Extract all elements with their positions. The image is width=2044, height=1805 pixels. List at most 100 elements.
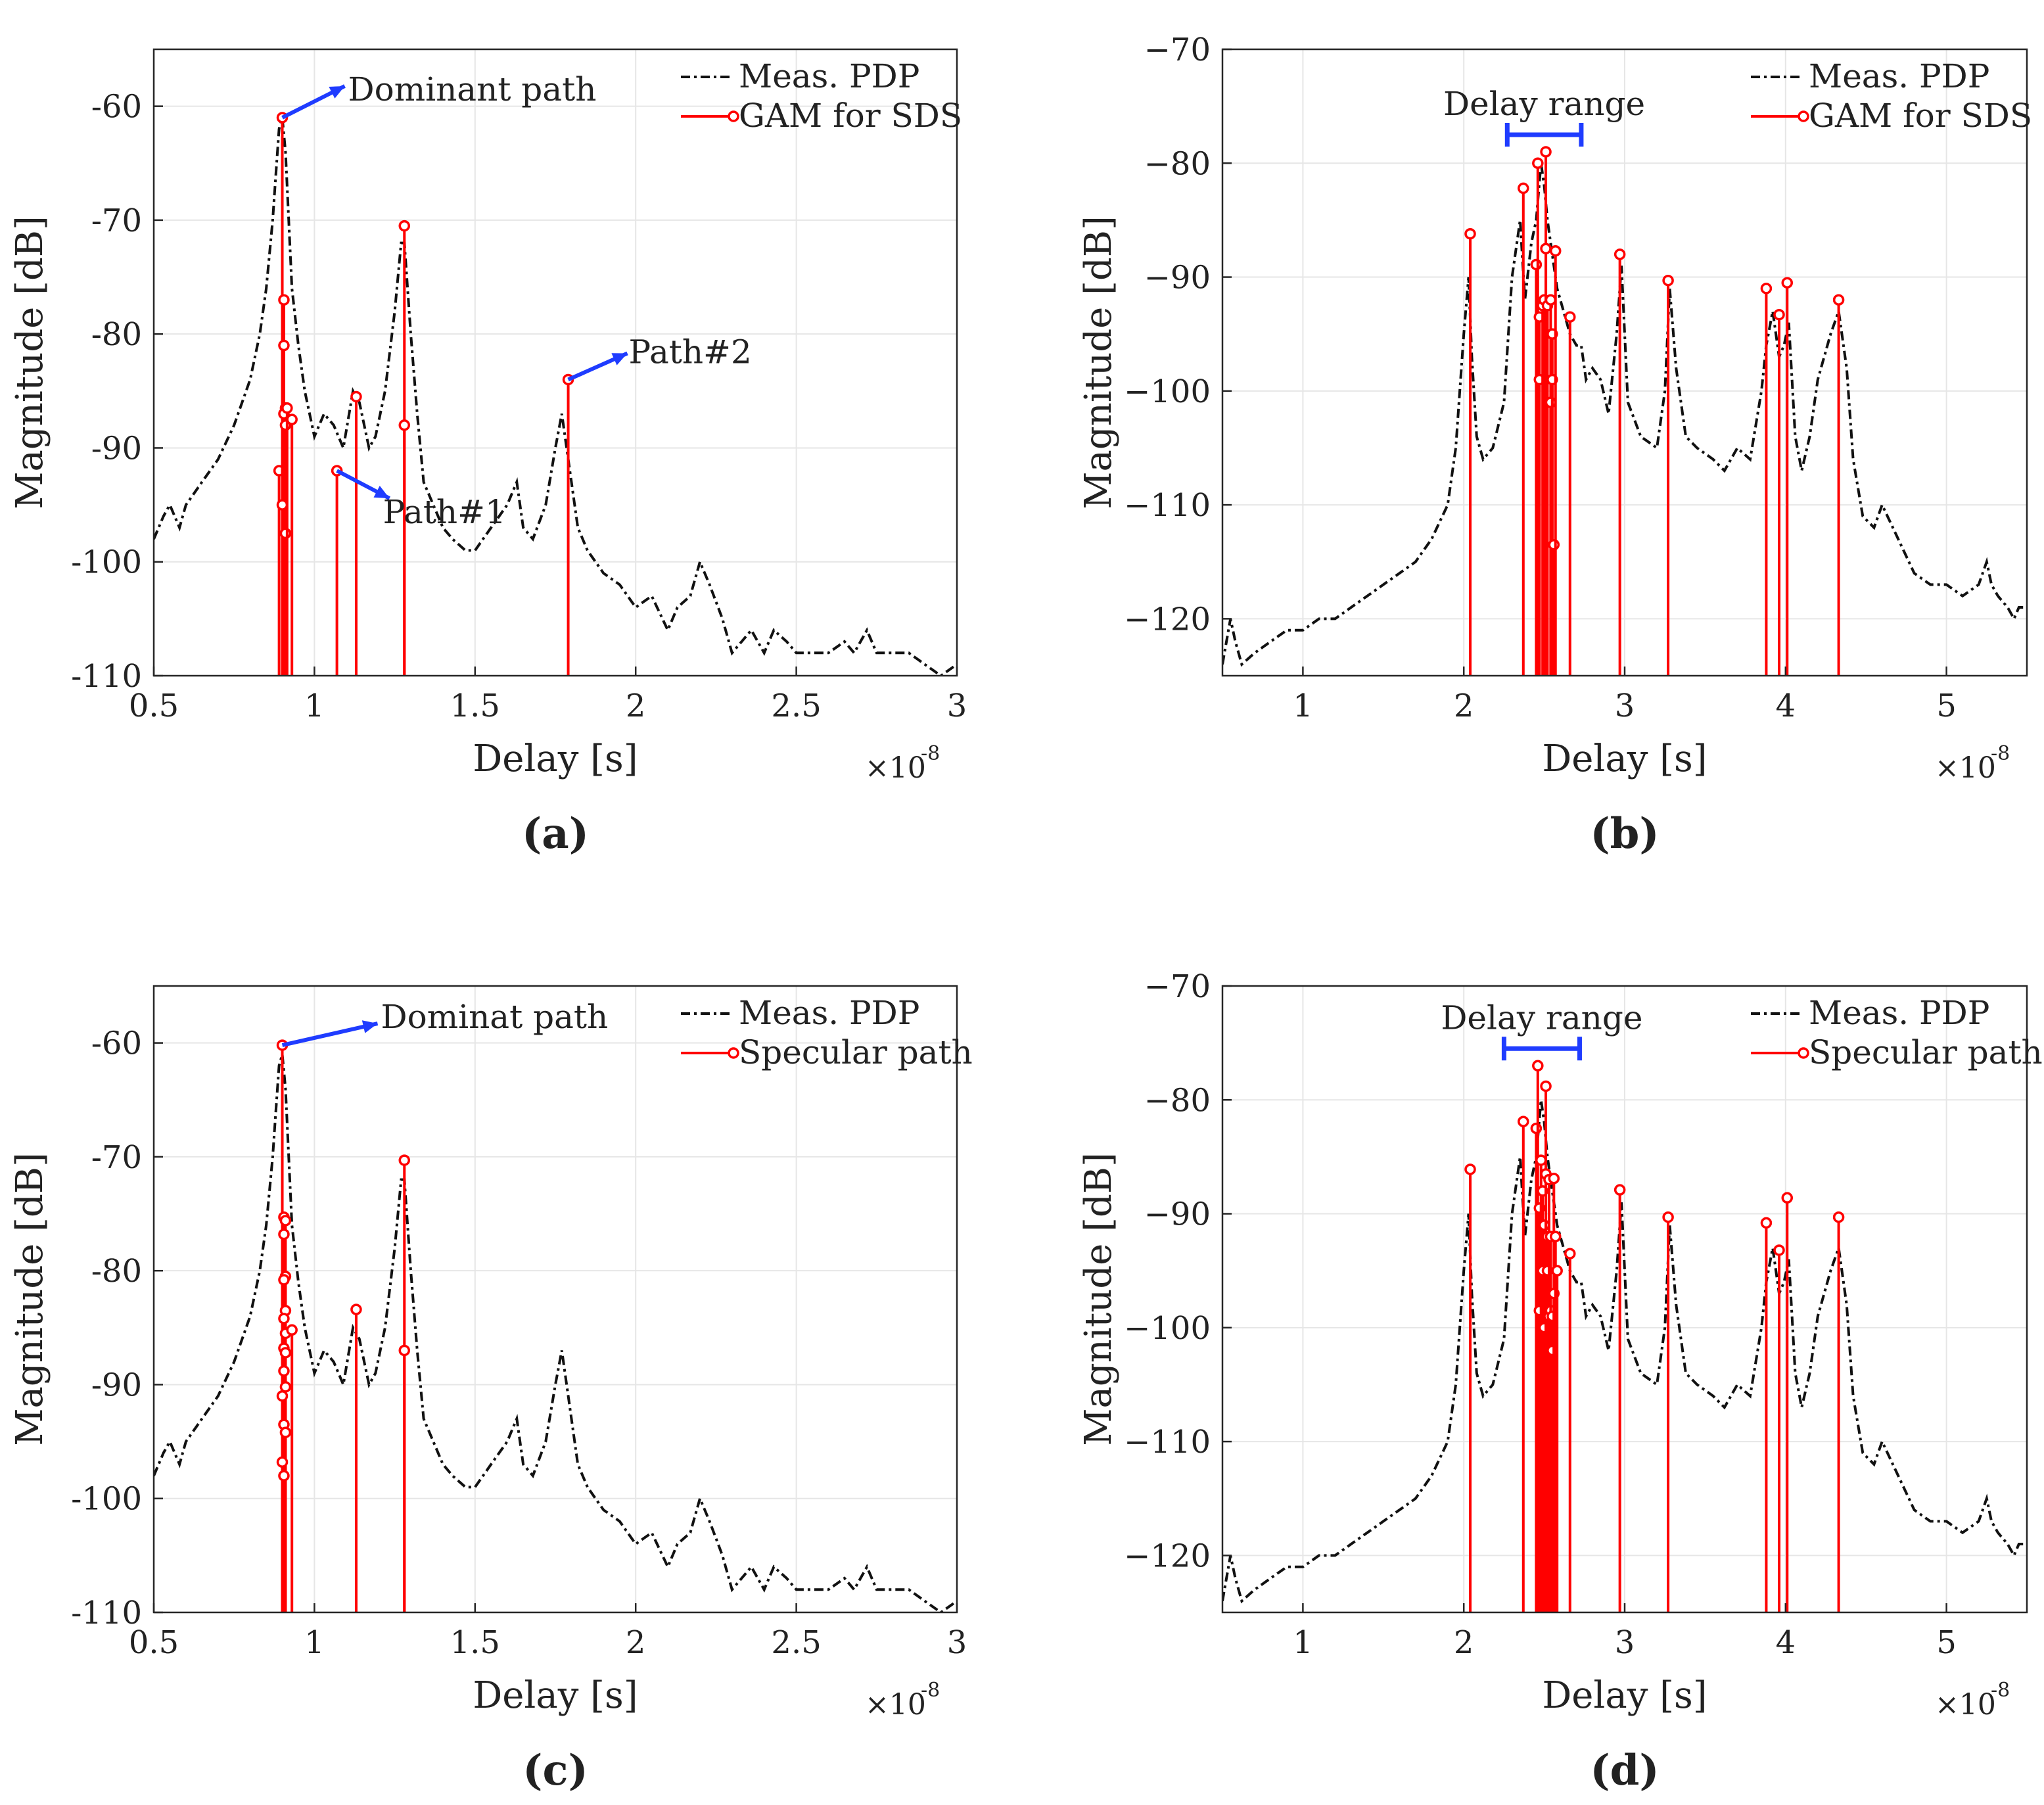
x-tick-label: 2: [626, 688, 646, 724]
stem-marker: [276, 1456, 289, 1468]
stem-marker: [279, 1215, 292, 1227]
stem-marker: [286, 1324, 298, 1336]
x-exponent-label: ×10: [865, 751, 926, 785]
legend-stem-marker: [1798, 1047, 1809, 1059]
plot-area: [154, 49, 957, 676]
stem-marker: [398, 419, 411, 431]
axes-box: [152, 985, 958, 1614]
y-tick-label: −80: [1144, 1082, 1211, 1119]
stem-marker: [278, 1365, 290, 1377]
y-tick-label: −100: [1124, 1310, 1211, 1347]
x-tick-label: 4: [1776, 1624, 1796, 1661]
stem-marker: [1549, 1231, 1562, 1242]
legend-entry-stem: GAM for SDS: [1809, 97, 2032, 135]
stem-marker: [278, 1470, 290, 1482]
y-axis-label: Magnitude [dB]: [9, 216, 51, 509]
stem-marker: [398, 1344, 411, 1357]
y-tick-label: -80: [91, 1253, 142, 1290]
x-exponent-label: ×10: [1935, 1688, 1996, 1722]
legend-entry-stem: Specular path: [1809, 1033, 2043, 1071]
x-tick-label: 1: [304, 688, 325, 724]
legend-entry-pdp: Meas. PDP: [1809, 57, 1989, 95]
x-tick-label: 0.5: [129, 1624, 179, 1661]
y-tick-label: -60: [91, 1025, 142, 1062]
data-layer: [1222, 1060, 2027, 1612]
stem-marker: [1545, 396, 1557, 408]
x-tick-label: 3: [947, 1624, 967, 1661]
stem-marker: [1540, 243, 1552, 254]
panel-label: (a): [522, 809, 589, 858]
y-tick-label: −80: [1144, 145, 1211, 182]
axes-box: [152, 48, 958, 677]
legend-entry-pdp: Meas. PDP: [739, 57, 919, 95]
x-tick-label: 5: [1936, 1624, 1957, 1661]
stem-marker: [276, 499, 289, 511]
panel-label: (d): [1590, 1746, 1659, 1795]
annotation-arrowhead: [361, 1020, 378, 1033]
stem-marker: [279, 527, 292, 540]
x-tick-label: 1.5: [450, 1624, 500, 1661]
stem-marker: [1781, 277, 1793, 289]
y-tick-label: -110: [71, 658, 142, 695]
stem-marker: [1773, 1244, 1785, 1256]
stem-marker: [1540, 1080, 1552, 1092]
x-exponent-power: -8: [921, 742, 940, 765]
data-layer: [1222, 146, 2027, 676]
x-axis-label: Delay [s]: [1542, 1674, 1707, 1717]
x-axis-label: Delay [s]: [1542, 738, 1707, 780]
x-tick-label: 1: [1293, 688, 1313, 724]
annotation-arrowhead: [329, 85, 345, 99]
x-axis-label: Delay [s]: [473, 738, 638, 780]
y-tick-label: −90: [1144, 1196, 1211, 1233]
annotation-arrowhead: [611, 353, 628, 365]
x-tick-label: 3: [1615, 688, 1635, 724]
pdp-series-line: [1222, 1100, 2027, 1604]
annotation-label: Dominant path: [348, 70, 597, 108]
stem-marker: [1530, 258, 1543, 271]
y-tick-label: −110: [1124, 1424, 1211, 1461]
stem-marker: [1832, 1211, 1845, 1223]
y-tick-label: -60: [91, 89, 142, 126]
legend-stem-marker: [1798, 110, 1809, 122]
stem-marker: [398, 220, 411, 232]
stem-marker: [278, 339, 290, 352]
panel-b: 1 2 3 4 5 −120 −110 −100 −90 −80 −70 Delay [s] Magni…: [1077, 32, 2032, 858]
x-tick-label: 1: [1293, 1624, 1313, 1661]
y-tick-label: −90: [1144, 260, 1211, 296]
stem-marker: [1545, 294, 1557, 306]
panel-d: 1 2 3 4 5 −120 −110 −100 −90 −80 −70 Delay [s] Magni…: [1077, 968, 2043, 1795]
x-tick-label: 1.5: [450, 688, 500, 724]
y-axis-label: Magnitude [dB]: [9, 1152, 51, 1446]
y-tick-label: −70: [1144, 32, 1211, 68]
x-axis-label: Delay [s]: [473, 1674, 638, 1717]
y-tick-label: −100: [1124, 373, 1211, 410]
delay-range-label: Delay range: [1443, 85, 1645, 123]
x-tick-label: 2.5: [771, 688, 821, 724]
stem-marker: [1760, 1217, 1773, 1229]
legend-entry-pdp: Meas. PDP: [739, 994, 919, 1032]
stem-marker: [1773, 308, 1785, 321]
x-exponent-label: ×10: [1935, 751, 1996, 785]
annotation-arrow: [281, 1021, 379, 1048]
y-tick-label: -70: [91, 202, 142, 239]
stem-marker: [398, 1154, 411, 1166]
x-exponent-label: ×10: [865, 1688, 926, 1722]
x-tick-label: 4: [1776, 688, 1796, 724]
x-tick-label: 5: [1936, 688, 1957, 724]
legend-entry-pdp: Meas. PDP: [1809, 994, 1989, 1032]
x-exponent-power: -8: [1991, 1679, 2010, 1702]
legend-entry-stem: Specular path: [739, 1033, 973, 1071]
stem-marker: [279, 1426, 292, 1438]
panel-label: (c): [523, 1746, 588, 1795]
y-tick-label: −70: [1144, 968, 1211, 1005]
x-tick-label: 1: [304, 1624, 325, 1661]
stem-marker: [1614, 1184, 1626, 1196]
stem-marker: [1532, 1060, 1544, 1072]
stem-marker: [1464, 1163, 1476, 1175]
stem-marker: [1548, 1173, 1560, 1184]
y-tick-label: -100: [71, 544, 142, 581]
annotation-label: Path#2: [629, 333, 752, 371]
annotation-arrowhead: [373, 486, 390, 499]
y-tick-label: -90: [91, 1367, 142, 1403]
y-tick-label: −110: [1124, 487, 1211, 524]
